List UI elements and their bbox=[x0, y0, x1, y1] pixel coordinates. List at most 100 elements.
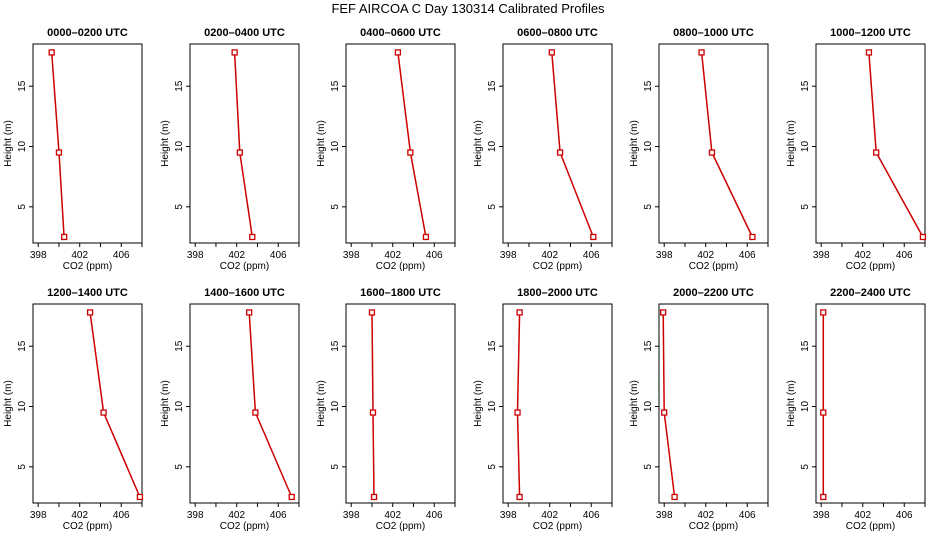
x-tick-label: 406 bbox=[270, 510, 287, 521]
panel-title: 1400–1600 UTC bbox=[204, 287, 285, 299]
x-tick-label: 402 bbox=[854, 250, 871, 261]
data-point bbox=[873, 149, 880, 156]
y-tick-label: 5 bbox=[174, 464, 185, 470]
data-point bbox=[514, 409, 521, 416]
data-point bbox=[136, 493, 144, 501]
y-axis-label: Height (m) bbox=[316, 120, 327, 167]
x-axis-label: CO2 (ppm) bbox=[533, 521, 582, 532]
plot-frame bbox=[32, 43, 143, 244]
y-tick-label: 5 bbox=[17, 464, 28, 470]
x-tick-label: 402 bbox=[697, 250, 714, 261]
y-tick-label: 15 bbox=[487, 80, 498, 92]
y-tick-label: 5 bbox=[643, 204, 654, 210]
plot-frame bbox=[658, 43, 769, 244]
x-tick-label: 398 bbox=[343, 510, 360, 521]
data-point bbox=[749, 233, 756, 241]
data-point bbox=[86, 309, 94, 316]
plot-frame bbox=[32, 303, 143, 504]
y-tick-label: 10 bbox=[330, 141, 341, 153]
x-tick-label: 406 bbox=[739, 250, 756, 261]
x-tick-label: 406 bbox=[739, 510, 756, 521]
y-tick-label: 15 bbox=[330, 80, 341, 92]
x-axis-label: CO2 (ppm) bbox=[846, 521, 895, 532]
y-tick-label: 10 bbox=[800, 141, 811, 153]
data-point bbox=[246, 309, 253, 316]
x-tick-label: 398 bbox=[30, 510, 47, 521]
data-point bbox=[556, 149, 564, 156]
panel-title: 1800–2000 UTC bbox=[517, 287, 598, 299]
profile-line bbox=[89, 312, 141, 498]
profile-line bbox=[868, 52, 924, 238]
x-tick-label: 402 bbox=[854, 510, 871, 521]
data-point bbox=[370, 493, 378, 501]
data-point bbox=[231, 49, 238, 56]
y-tick-label: 5 bbox=[17, 204, 28, 210]
x-tick-label: 406 bbox=[426, 510, 443, 521]
data-point bbox=[249, 233, 256, 241]
plot-frame bbox=[189, 43, 300, 244]
profile-line bbox=[50, 52, 65, 238]
y-tick-label: 10 bbox=[800, 401, 811, 413]
y-tick-label: 5 bbox=[487, 464, 498, 470]
x-tick-label: 402 bbox=[71, 510, 88, 521]
y-tick-label: 5 bbox=[330, 464, 341, 470]
panel-title: 0600–0800 UTC bbox=[517, 27, 598, 39]
panel-title: 0800–1000 UTC bbox=[673, 27, 754, 39]
data-point bbox=[865, 49, 873, 56]
y-tick-label: 5 bbox=[174, 204, 185, 210]
x-tick-label: 398 bbox=[656, 250, 673, 261]
plot-frame bbox=[502, 43, 613, 244]
profile-line bbox=[233, 52, 254, 238]
x-axis-label: CO2 (ppm) bbox=[376, 521, 425, 532]
y-tick-label: 15 bbox=[174, 80, 185, 92]
x-tick-label: 406 bbox=[583, 510, 600, 521]
x-tick-label: 402 bbox=[541, 250, 558, 261]
panel-title: 2000–2200 UTC bbox=[673, 287, 754, 299]
x-axis-label: CO2 (ppm) bbox=[63, 521, 112, 532]
profile-line bbox=[662, 312, 676, 498]
x-tick-label: 402 bbox=[71, 250, 88, 261]
x-tick-label: 398 bbox=[187, 250, 204, 261]
data-point bbox=[288, 493, 295, 501]
data-point bbox=[590, 233, 597, 241]
y-tick-label: 15 bbox=[800, 80, 811, 92]
plot-frame bbox=[502, 303, 613, 504]
y-tick-label: 10 bbox=[174, 401, 185, 413]
x-tick-label: 398 bbox=[343, 250, 360, 261]
x-tick-label: 406 bbox=[583, 250, 600, 261]
x-axis-label: CO2 (ppm) bbox=[376, 261, 425, 272]
x-tick-label: 398 bbox=[813, 510, 830, 521]
x-tick-label: 398 bbox=[30, 250, 47, 261]
x-tick-label: 406 bbox=[270, 250, 287, 261]
panel-title: 2200–2400 UTC bbox=[830, 287, 911, 299]
panel-title: 0200–0400 UTC bbox=[204, 27, 285, 39]
data-point bbox=[55, 149, 63, 156]
x-tick-label: 402 bbox=[228, 250, 245, 261]
y-tick-label: 10 bbox=[17, 401, 28, 413]
x-tick-label: 398 bbox=[813, 250, 830, 261]
data-point bbox=[660, 309, 667, 316]
y-tick-label: 10 bbox=[487, 141, 498, 153]
x-axis-label: CO2 (ppm) bbox=[220, 521, 269, 532]
y-axis-label: Height (m) bbox=[3, 120, 14, 167]
data-point bbox=[394, 49, 402, 56]
profile-line bbox=[516, 312, 521, 498]
x-tick-label: 406 bbox=[896, 510, 913, 521]
y-tick-label: 10 bbox=[643, 141, 654, 153]
data-point bbox=[708, 149, 716, 156]
y-tick-label: 15 bbox=[17, 340, 28, 352]
panel-title: 0400–0600 UTC bbox=[360, 27, 441, 39]
panel-title: 1000–1200 UTC bbox=[830, 27, 911, 39]
plot-frame bbox=[815, 303, 926, 504]
y-axis-label: Height (m) bbox=[473, 380, 484, 427]
y-tick-label: 5 bbox=[800, 464, 811, 470]
y-tick-label: 15 bbox=[643, 340, 654, 352]
y-axis-label: Height (m) bbox=[160, 120, 171, 167]
